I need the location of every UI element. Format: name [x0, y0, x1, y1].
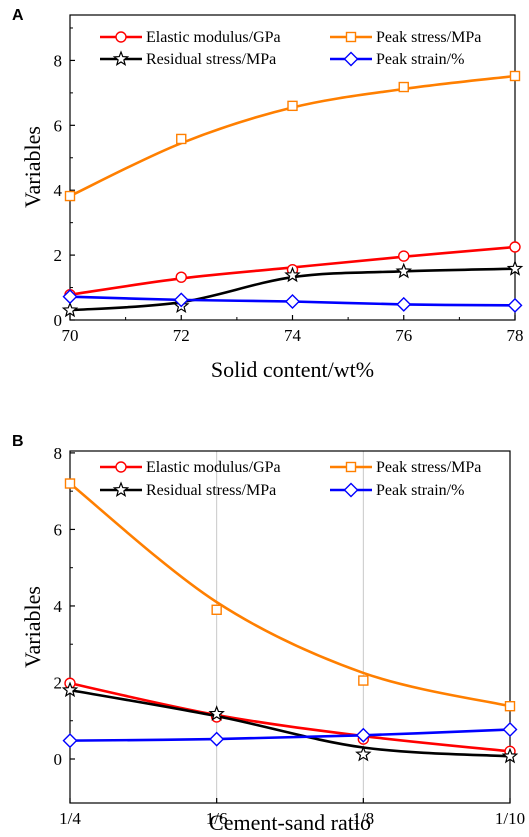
series-1: [64, 70, 521, 202]
y-tick-label: 8: [54, 51, 63, 70]
data-point: [509, 241, 521, 253]
legend-label: Peak strain/%: [376, 482, 464, 499]
series-1: [64, 478, 516, 712]
data-point: [173, 292, 189, 308]
x-axis-label: Solid content/wt%: [211, 357, 374, 382]
data-point: [398, 81, 409, 93]
y-axis-label: Variables: [20, 126, 45, 208]
series-line: [69, 681, 511, 753]
data-point: [175, 271, 187, 283]
data-point: [284, 266, 301, 283]
data-point: [395, 262, 412, 279]
legend-item: Residual stress/MPa: [100, 481, 276, 499]
data-point: [62, 733, 78, 749]
legend-item: Peak strain/%: [330, 482, 464, 499]
legend-marker: [112, 481, 130, 498]
legend-marker: [115, 31, 127, 43]
panel-letter: B: [12, 433, 24, 450]
legend: Elastic modulus/GPa Peak stress/MPa Residu…: [100, 29, 481, 68]
series-3: [62, 722, 518, 749]
x-tick-label: 1/10: [495, 809, 525, 828]
legend-label: Residual stress/MPa: [146, 51, 276, 68]
y-tick-label: 2: [54, 246, 63, 265]
y-tick-label: 4: [54, 181, 63, 200]
data-point: [355, 727, 371, 743]
series-line: [69, 74, 516, 198]
data-point: [64, 478, 76, 489]
y-tick-label: 0: [54, 750, 63, 769]
y-tick-label: 6: [54, 116, 63, 135]
legend-marker: [112, 50, 130, 67]
y-tick-label: 6: [54, 520, 63, 539]
data-point: [64, 190, 76, 202]
legend-item: Elastic modulus/GPa: [100, 459, 281, 476]
x-tick-label: 78: [507, 326, 524, 345]
legend-label: Elastic modulus/GPa: [146, 29, 281, 46]
data-point: [208, 705, 225, 721]
legend-label: Peak stress/MPa: [376, 459, 481, 476]
x-tick-label: 70: [62, 326, 79, 345]
data-point: [398, 250, 410, 262]
y-tick-label: 4: [54, 597, 63, 616]
legend-label: Peak strain/%: [376, 51, 464, 68]
plot-frame: [69, 450, 511, 804]
legend-marker: [345, 461, 357, 473]
series-2: [61, 681, 519, 764]
data-point: [61, 301, 79, 318]
legend-marker: [115, 461, 127, 473]
data-point: [61, 681, 79, 698]
chart-panel-A: A 70 72 74 76 78 0 2 4 6 8 Solid content/wt% Variabl…: [12, 7, 524, 382]
data-point: [506, 260, 524, 276]
series-3: [62, 289, 523, 313]
series-line: [69, 728, 511, 742]
data-point: [209, 731, 225, 747]
data-point: [287, 100, 298, 112]
legend-label: Residual stress/MPa: [146, 482, 276, 499]
x-tick-label: 1/8: [352, 809, 374, 828]
series-line: [69, 688, 511, 758]
legend-item: Peak strain/%: [330, 51, 464, 68]
data-point: [509, 70, 521, 82]
data-point: [355, 745, 372, 762]
legend-label: Peak stress/MPa: [376, 29, 481, 46]
series-0: [64, 677, 516, 758]
panel-letter: A: [12, 7, 24, 24]
chart-panel-B: B 1/4 1/6 1/8 1/10 0 2 4 6 8 Cement-sand ratio Vari…: [12, 433, 525, 835]
legend-marker: [343, 482, 359, 498]
x-tick-label: 1/4: [59, 809, 81, 828]
data-point: [211, 604, 222, 615]
data-point: [501, 747, 519, 764]
y-tick-label: 0: [54, 311, 63, 330]
legend-label: Elastic modulus/GPa: [146, 459, 281, 476]
legend-item: Peak stress/MPa: [330, 459, 481, 476]
x-tick-label: 1/6: [206, 809, 228, 828]
legend-item: Elastic modulus/GPa: [100, 29, 281, 46]
series-line: [69, 482, 511, 708]
data-point: [502, 722, 518, 738]
x-tick-label: 76: [395, 326, 412, 345]
legend-marker: [343, 51, 359, 67]
data-point: [176, 133, 187, 145]
data-point: [396, 296, 412, 312]
data-point: [358, 675, 369, 686]
data-point: [507, 297, 523, 313]
data-point: [62, 289, 78, 305]
data-point: [504, 701, 516, 712]
legend-marker: [345, 31, 357, 43]
data-point: [285, 294, 300, 309]
x-tick-label: 72: [173, 326, 190, 345]
y-tick-label: 8: [54, 444, 63, 463]
legend-item: Residual stress/MPa: [100, 50, 276, 68]
y-tick-label: 2: [54, 673, 63, 692]
legend-item: Peak stress/MPa: [330, 29, 481, 46]
y-axis-label: Variables: [20, 586, 45, 668]
x-axis-label: Cement-sand ratio: [209, 810, 371, 835]
x-tick-label: 74: [284, 326, 302, 345]
legend: Elastic modulus/GPa Peak stress/MPa Residu…: [100, 459, 481, 499]
